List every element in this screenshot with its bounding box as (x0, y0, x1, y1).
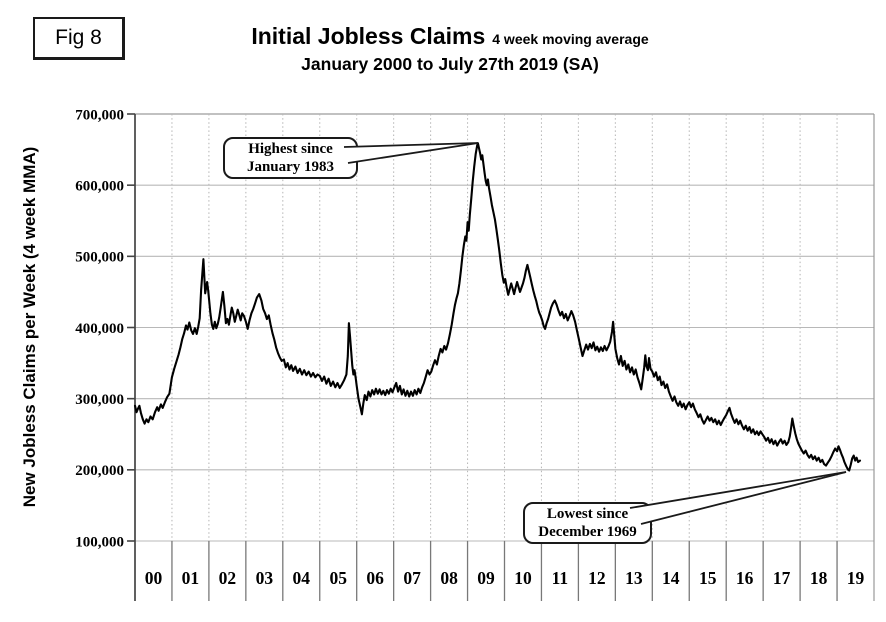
x-tick-label: 00 (145, 568, 163, 588)
x-tick-label: 09 (477, 568, 495, 588)
y-tick-label: 100,000 (75, 534, 124, 550)
chart-subtitle: January 2000 to July 27th 2019 (SA) (301, 53, 599, 74)
x-tick-label: 16 (736, 568, 754, 588)
x-tick-label: 05 (329, 568, 347, 588)
claims-series-line (133, 142, 862, 472)
x-tick-label: 11 (552, 568, 569, 588)
y-tick-label: 600,000 (75, 178, 124, 194)
x-tick-label: 15 (699, 568, 717, 588)
figure-number-label: Fig 8 (55, 26, 102, 49)
chart-title-line1: Initial Jobless Claims 4 week moving aver… (50, 22, 850, 51)
x-tick-label: 10 (514, 568, 532, 588)
x-tick-label: 17 (773, 568, 791, 588)
callout-highest-since-1983: Highest since January 1983 (223, 137, 358, 179)
chart-title-qualifier: 4 week moving average (492, 31, 649, 47)
x-tick-label: 02 (219, 568, 237, 588)
callout-lowest-line2: December 1969 (538, 524, 637, 540)
x-tick-label: 12 (588, 568, 606, 588)
y-tick-label: 300,000 (75, 392, 124, 408)
y-tick-label: 200,000 (75, 463, 124, 479)
x-tick-label: 19 (847, 568, 865, 588)
x-tick-label: 07 (403, 568, 421, 588)
chart-title-block: Initial Jobless Claims 4 week moving aver… (50, 22, 850, 76)
x-tick-label: 04 (293, 568, 311, 588)
x-tick-label: 18 (810, 568, 828, 588)
figure-number-badge: Fig 8 (33, 17, 125, 60)
x-tick-labels: 00 01 02 03 04 05 06 07 08 09 10 11 12 13 14 15 16 17 18 19 (145, 568, 865, 588)
x-tick-label: 03 (256, 568, 274, 588)
callout-lowest-since-1969: Lowest since December 1969 (523, 502, 652, 544)
x-tick-label: 01 (182, 568, 200, 588)
x-gridlines-and-band (134, 114, 875, 601)
x-tick-label: 06 (366, 568, 384, 588)
x-tick-label: 08 (440, 568, 458, 588)
callout-highest-line2: January 1983 (246, 159, 335, 175)
y-tick-label: 700,000 (75, 107, 124, 123)
callout-highest-line1: Highest since (248, 141, 333, 157)
y-tick-label: 500,000 (75, 250, 124, 266)
x-tick-label: 14 (662, 568, 680, 588)
callout-lowest-line1: Lowest since (546, 506, 629, 522)
chart-title: Initial Jobless Claims (251, 23, 486, 49)
x-tick-label: 13 (625, 568, 643, 588)
y-tick-label: 400,000 (75, 321, 124, 337)
